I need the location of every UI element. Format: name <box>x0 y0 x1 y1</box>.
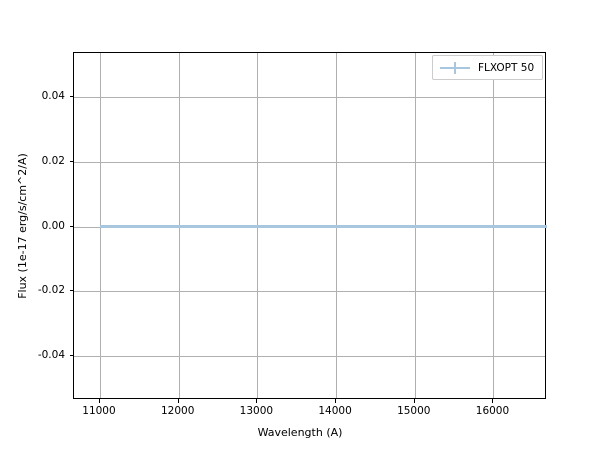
x-tick-mark <box>413 399 415 403</box>
y-tick-label: -0.02 <box>37 284 65 297</box>
x-tick-mark <box>256 399 258 403</box>
legend-entry-label: FLXOPT 50 <box>478 61 535 74</box>
x-tick-mark <box>335 399 337 403</box>
y-tick-mark <box>69 225 73 227</box>
x-axis-label: Wavelength (A) <box>257 426 343 439</box>
y-tick-mark <box>69 355 73 357</box>
y-tick-label: 0.02 <box>41 154 65 167</box>
plot-area <box>73 52 547 399</box>
legend-errorbar-cap-icon <box>454 61 457 74</box>
y-tick-label: -0.04 <box>37 349 65 362</box>
x-tick-mark <box>492 399 494 403</box>
gridline-horizontal <box>74 96 545 98</box>
gridline-horizontal <box>74 161 545 163</box>
gridline-horizontal <box>74 291 545 293</box>
chart-legend[interactable]: FLXOPT 50 <box>432 55 543 80</box>
y-tick-label: 0.04 <box>41 89 65 102</box>
x-tick-label: 11000 <box>82 405 116 417</box>
x-tick-label: 13000 <box>239 405 274 417</box>
legend-marker-icon <box>440 61 470 75</box>
series-line <box>99 225 547 228</box>
y-tick-mark <box>69 95 73 97</box>
x-tick-mark <box>177 399 179 403</box>
y-tick-mark <box>69 290 73 292</box>
x-tick-label: 12000 <box>160 405 195 417</box>
y-tick-label: 0.00 <box>41 219 65 232</box>
x-tick-label: 15000 <box>397 405 431 417</box>
x-tick-label: 14000 <box>318 405 352 417</box>
y-axis-label: Flux (1e-17 erg/s/cm^2/A) <box>16 80 29 299</box>
gridline-horizontal <box>74 356 545 358</box>
y-tick-mark <box>69 160 73 162</box>
x-tick-mark <box>98 399 100 403</box>
x-tick-label: 16000 <box>475 405 510 417</box>
